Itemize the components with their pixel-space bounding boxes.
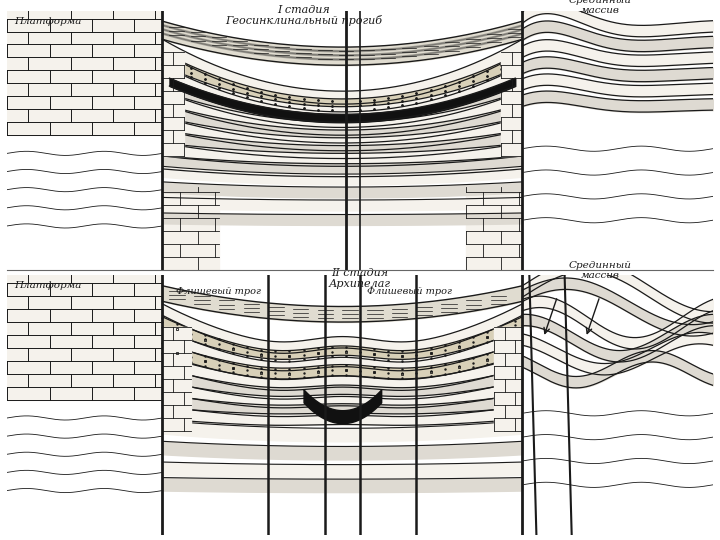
Text: Срединный
массив: Срединный массив — [569, 261, 631, 280]
Text: Архипелаг: Архипелаг — [329, 279, 391, 289]
Text: I стадия: I стадия — [277, 5, 330, 16]
Text: Срединный
массив: Срединный массив — [569, 0, 631, 16]
Text: II стадия: II стадия — [331, 268, 389, 279]
Text: Флишевый трог: Флишевый трог — [367, 287, 452, 295]
Text: Флишевый трог: Флишевый трог — [176, 287, 261, 295]
Text: Платформа: Платформа — [14, 17, 81, 26]
Text: Геосинклинальный прогиб: Геосинклинальный прогиб — [225, 15, 382, 26]
Text: Платформа: Платформа — [14, 281, 81, 291]
